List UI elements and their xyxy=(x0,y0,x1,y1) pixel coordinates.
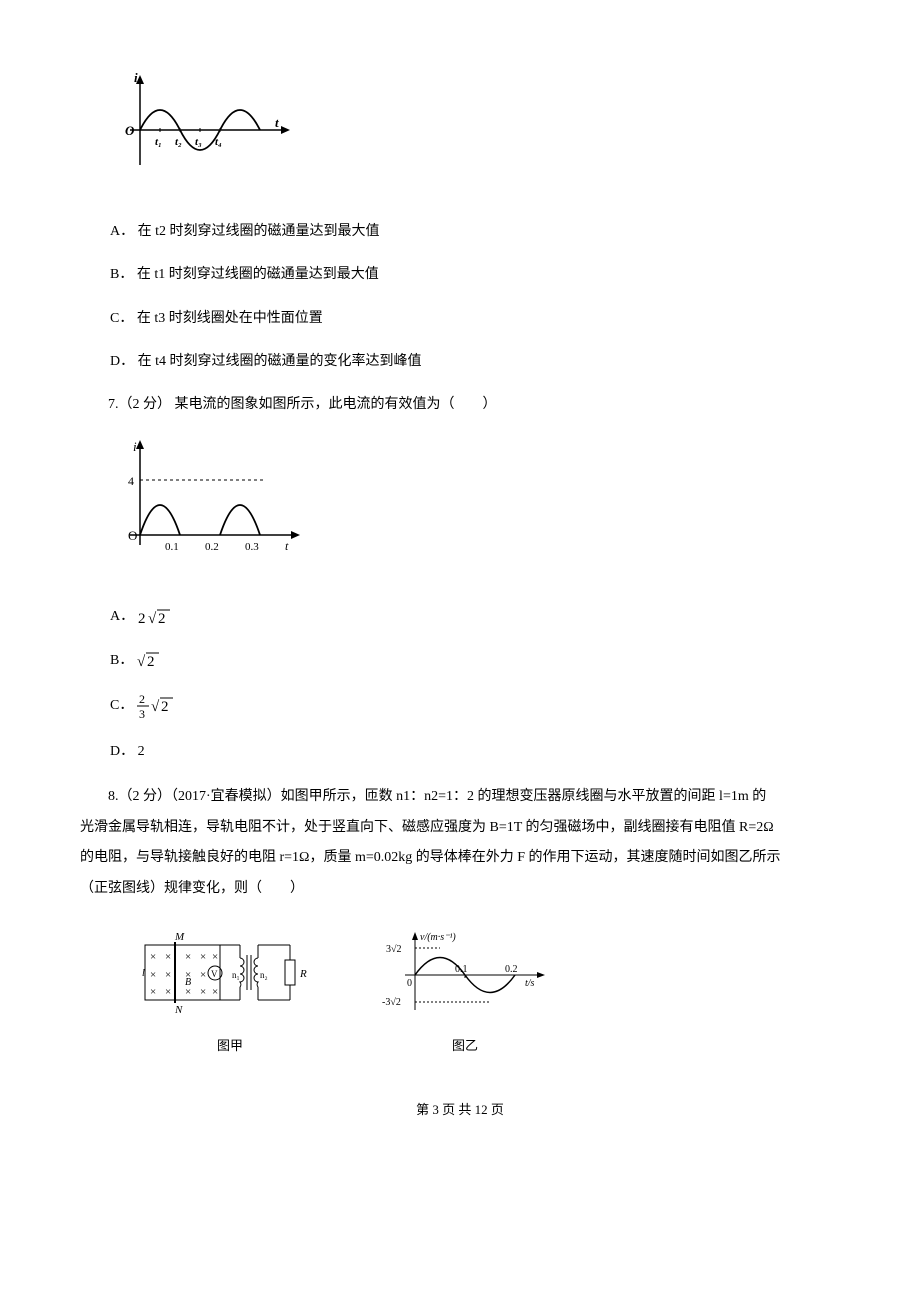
q8-figure-yi: v/(m·s⁻¹) 3√2 -3√2 0 0.1 0.2 t/s xyxy=(380,930,550,1020)
svg-text:i: i xyxy=(133,439,137,454)
q7-figure: O i 4 0.1 0.2 0.3 t xyxy=(110,435,840,574)
svg-text:t: t xyxy=(275,115,279,130)
svg-text:0.2: 0.2 xyxy=(505,964,518,975)
q8-line1: 8.（2 分）（2017·宜春模拟）如图甲所示，匝数 n1：n2=1：2 的理想… xyxy=(80,782,840,813)
svg-text:√: √ xyxy=(148,611,157,627)
svg-text:n₂: n₂ xyxy=(260,970,268,980)
q8-line2: 光滑金属导轨相连，导轨电阻不计，处于竖直向下、磁感应强度为 B=1T 的匀强磁场… xyxy=(80,813,840,844)
svg-text:-3√2: -3√2 xyxy=(382,997,401,1008)
svg-text:t₃: t₃ xyxy=(195,136,202,148)
svg-text:N: N xyxy=(174,1004,183,1016)
svg-text:2: 2 xyxy=(147,654,155,670)
svg-text:2: 2 xyxy=(158,611,166,627)
svg-text:t: t xyxy=(285,539,289,553)
svg-text:×: × xyxy=(150,986,156,998)
svg-text:×: × xyxy=(150,969,156,981)
svg-text:B: B xyxy=(185,977,191,988)
svg-text:n₁: n₁ xyxy=(232,970,240,980)
q6-option-a: A． 在 t2 时刻穿过线圈的磁通量达到最大值 xyxy=(110,219,840,244)
svg-text:×: × xyxy=(165,969,171,981)
svg-text:t/s: t/s xyxy=(525,978,535,989)
q7-b-label: B． xyxy=(110,653,133,668)
q7-option-c: C． 2 3 √ 2 xyxy=(110,691,840,721)
svg-text:×: × xyxy=(185,951,191,963)
svg-text:×: × xyxy=(200,986,206,998)
svg-text:t₁: t₁ xyxy=(155,136,162,148)
q8-line4: （正弦图线）规律变化，则（ ） xyxy=(80,874,840,905)
q7-text: 7.（2 分） 某电流的图象如图所示，此电流的有效值为（ ） xyxy=(80,392,840,417)
svg-text:i: i xyxy=(134,70,138,85)
svg-text:O: O xyxy=(128,528,137,543)
q8-text: 8.（2 分）（2017·宜春模拟）如图甲所示，匝数 n1：n2=1：2 的理想… xyxy=(80,782,840,905)
q6-option-b: B． 在 t1 时刻穿过线圈的磁通量达到最大值 xyxy=(110,262,840,287)
svg-text:t₂: t₂ xyxy=(175,136,182,148)
svg-text:×: × xyxy=(212,986,218,998)
svg-text:M: M xyxy=(174,931,185,943)
q8-figures: ××××× ×××× ××××× M N l B V n₁ xyxy=(140,930,840,1058)
q8-line3: 的电阻，与导轨接触良好的电阻 r=1Ω，质量 m=0.02kg 的导体棒在外力 … xyxy=(80,843,840,874)
svg-text:4: 4 xyxy=(128,474,134,488)
q7-option-b: B． √ 2 xyxy=(110,648,840,673)
svg-text:R: R xyxy=(299,968,307,980)
q7-option-a: A． 2 √ 2 xyxy=(110,604,840,629)
svg-text:×: × xyxy=(165,951,171,963)
svg-text:×: × xyxy=(200,951,206,963)
svg-text:2: 2 xyxy=(161,699,169,715)
svg-text:×: × xyxy=(200,969,206,981)
svg-text:2: 2 xyxy=(138,611,146,627)
q7-option-d: D． 2 xyxy=(110,739,840,764)
q8-caption-yi: 图乙 xyxy=(380,1034,550,1057)
q6-option-c: C． 在 t3 时刻线圈处在中性面位置 xyxy=(110,306,840,331)
q6-option-d: D． 在 t4 时刻穿过线圈的磁通量的变化率达到峰值 xyxy=(110,349,840,374)
svg-text:v/(m·s⁻¹): v/(m·s⁻¹) xyxy=(420,932,456,943)
svg-text:×: × xyxy=(165,986,171,998)
svg-text:0.3: 0.3 xyxy=(245,541,259,553)
svg-text:O: O xyxy=(125,123,135,138)
svg-text:3: 3 xyxy=(139,707,145,721)
svg-text:0.2: 0.2 xyxy=(205,541,219,553)
svg-text:×: × xyxy=(212,951,218,963)
svg-text:×: × xyxy=(150,951,156,963)
svg-text:3√2: 3√2 xyxy=(386,944,402,955)
q8-figure-jia: ××××× ×××× ××××× M N l B V n₁ xyxy=(140,930,320,1020)
q8-caption-jia: 图甲 xyxy=(140,1034,320,1057)
svg-text:V: V xyxy=(211,969,218,979)
svg-text:l: l xyxy=(142,968,145,979)
svg-text:2: 2 xyxy=(139,692,145,706)
svg-text:t₄: t₄ xyxy=(215,136,222,148)
svg-text:√: √ xyxy=(137,654,146,670)
page-footer: 第 3 页 共 12 页 xyxy=(80,1098,840,1121)
q7-a-label: A． xyxy=(110,609,134,624)
svg-text:0.1: 0.1 xyxy=(455,964,468,975)
q6-figure: O i t t₁ t₂ t₃ t₄ xyxy=(110,70,840,189)
q7-c-label: C． xyxy=(110,698,133,713)
svg-text:0: 0 xyxy=(407,978,412,989)
svg-text:√: √ xyxy=(151,699,160,715)
svg-text:0.1: 0.1 xyxy=(165,541,179,553)
